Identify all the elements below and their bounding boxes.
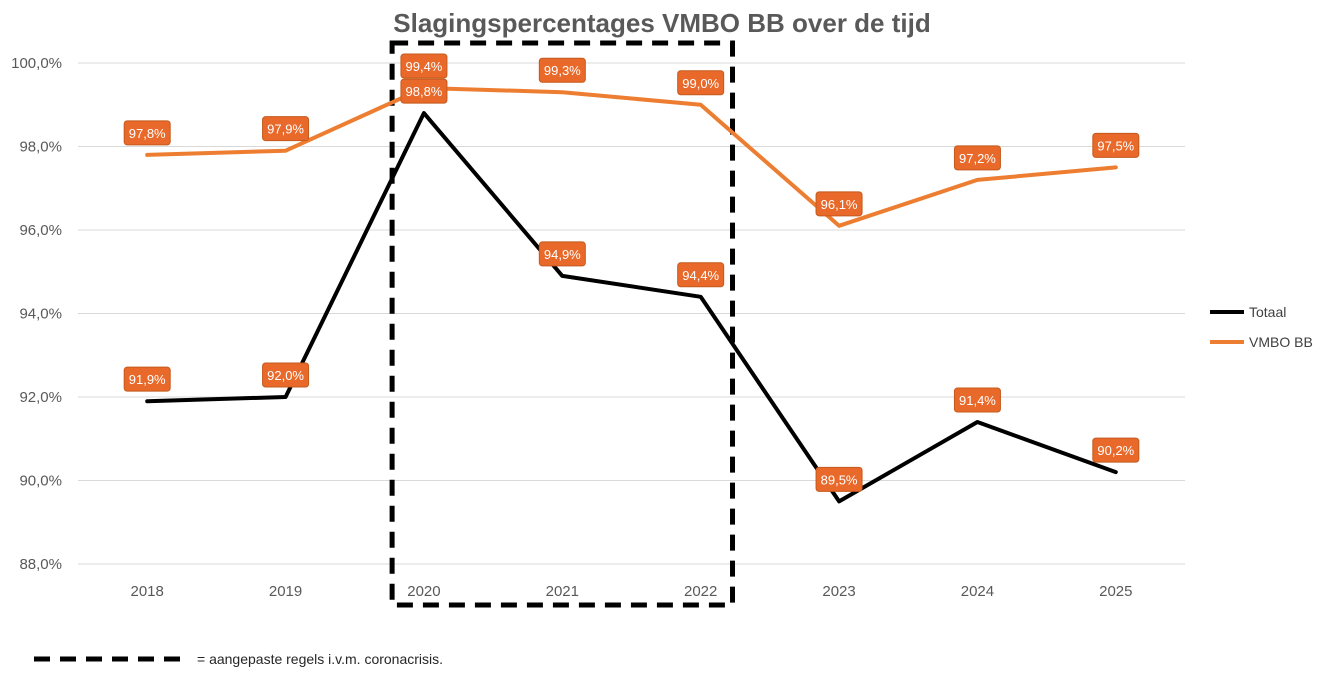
data-label-box: [1092, 437, 1140, 463]
data-label-box: [1092, 132, 1140, 158]
legend-label-vmbo-bb: VMBO BB: [1249, 334, 1313, 350]
data-label: 97,9%: [262, 116, 310, 142]
data-label-box: [953, 145, 1001, 171]
y-tick-label: 96,0%: [19, 222, 62, 239]
y-tick-label: 90,0%: [19, 473, 62, 490]
data-label-text: 91,9%: [129, 372, 166, 387]
x-tick-label: 2025: [1099, 583, 1132, 600]
annotation-text: = aangepaste regels i.v.m. coronacrisis.: [197, 651, 443, 667]
gridlines: [78, 62, 1185, 565]
x-tick-label: 2020: [407, 583, 440, 600]
annotation: = aangepaste regels i.v.m. coronacrisis.: [34, 651, 443, 667]
data-label-box: [538, 57, 586, 83]
data-label-box: [815, 466, 863, 492]
data-label: 89,5%: [815, 466, 863, 492]
x-tick-label: 2018: [131, 583, 164, 600]
data-labels: 91,9% 92,0% 98,8% 94,9% 94,4% 89,5% 91,4% 90,2%…: [123, 53, 1140, 492]
data-label-text: 97,5%: [1097, 138, 1134, 153]
data-label: 91,4%: [953, 387, 1001, 413]
data-label-text: 90,2%: [1097, 443, 1134, 458]
data-label-text: 94,4%: [682, 268, 719, 283]
y-tick-label: 92,0%: [19, 389, 62, 406]
data-label-box: [262, 362, 310, 388]
data-label-box: [400, 78, 448, 104]
data-label: 98,8%: [400, 78, 448, 104]
data-label-box: [538, 241, 586, 267]
data-label-text: 97,9%: [267, 122, 304, 137]
legend-item-totaal[interactable]: Totaal: [1210, 304, 1286, 320]
data-label-text: 92,0%: [267, 368, 304, 383]
series-lines: [145, 86, 1118, 504]
data-label: 99,4%: [400, 53, 448, 79]
data-label-box: [677, 262, 725, 288]
data-label: 92,0%: [262, 362, 310, 388]
data-label-text: 99,0%: [682, 76, 719, 91]
data-label: 90,2%: [1092, 437, 1140, 463]
data-label-text: 99,3%: [544, 63, 581, 78]
data-label-text: 97,8%: [129, 126, 166, 141]
legend: Totaal VMBO BB: [1210, 304, 1313, 350]
data-label-box: [815, 191, 863, 217]
legend-label-totaal: Totaal: [1249, 304, 1286, 320]
data-label: 91,9%: [123, 366, 171, 392]
x-tick-label: 2022: [684, 583, 717, 600]
y-tick-label: 98,0%: [19, 139, 62, 156]
y-tick-label: 100,0%: [11, 55, 62, 72]
y-tick-label: 94,0%: [19, 306, 62, 323]
data-label: 96,1%: [815, 191, 863, 217]
legend-item-vmbo-bb[interactable]: VMBO BB: [1210, 334, 1313, 350]
data-label-text: 96,1%: [821, 197, 858, 212]
x-tick-label: 2021: [546, 583, 579, 600]
data-label-box: [677, 70, 725, 96]
data-label-box: [123, 366, 171, 392]
data-label-box: [123, 120, 171, 146]
data-label-box: [400, 53, 448, 79]
data-label-text: 89,5%: [821, 472, 858, 487]
data-label-text: 91,4%: [959, 393, 996, 408]
data-label: 94,9%: [538, 241, 586, 267]
x-tick-label: 2024: [961, 583, 994, 600]
data-label: 97,8%: [123, 120, 171, 146]
highlight-box: [389, 40, 736, 608]
data-label: 97,5%: [1092, 132, 1140, 158]
data-label-text: 99,4%: [406, 59, 443, 74]
corona-period-highlight: [389, 40, 736, 608]
data-label: 99,3%: [538, 57, 586, 83]
y-tick-label: 88,0%: [19, 556, 62, 573]
data-label-box: [262, 116, 310, 142]
data-label-box: [953, 387, 1001, 413]
data-label-text: 94,9%: [544, 247, 581, 262]
series-line-totaal: [145, 111, 1118, 504]
data-label-text: 98,8%: [406, 84, 443, 99]
series-line-vmbo-bb: [145, 86, 1118, 228]
x-tick-label: 2023: [822, 583, 855, 600]
data-label-text: 97,2%: [959, 151, 996, 166]
data-label: 97,2%: [953, 145, 1001, 171]
y-axis-tick-labels: 88,0% 90,0% 92,0% 94,0% 96,0% 98,0% 100,0%: [11, 55, 62, 573]
chart-title: Slagingspercentages VMBO BB over de tijd: [393, 8, 930, 38]
x-axis-tick-labels: 2018 2019 2020 2021 2022 2023 2024 2025: [131, 583, 1133, 600]
data-label: 99,0%: [677, 70, 725, 96]
x-tick-label: 2019: [269, 583, 302, 600]
data-label: 94,4%: [677, 262, 725, 288]
